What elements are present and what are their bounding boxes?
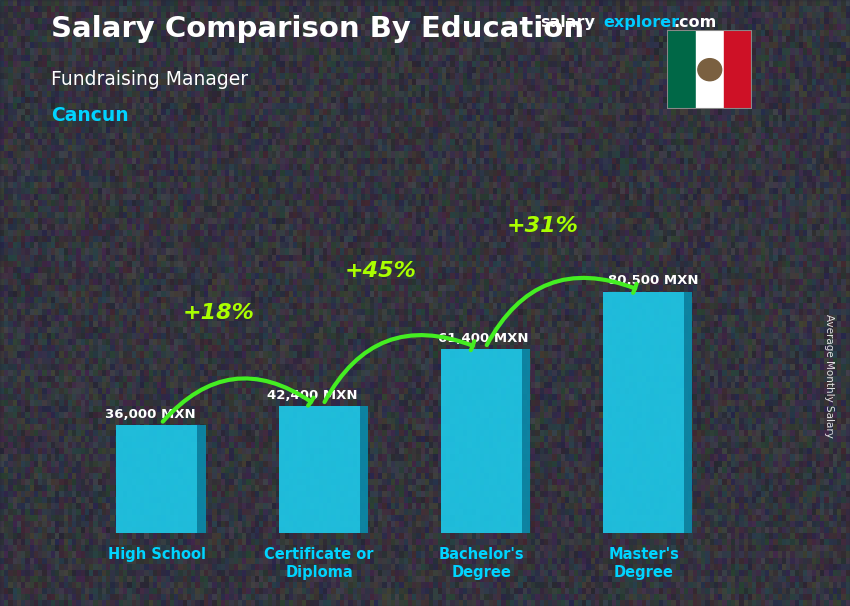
FancyBboxPatch shape: [279, 406, 360, 533]
Text: salary: salary: [540, 15, 595, 30]
Text: +31%: +31%: [507, 216, 579, 236]
Text: Cancun: Cancun: [51, 106, 128, 125]
Text: Fundraising Manager: Fundraising Manager: [51, 70, 248, 88]
Circle shape: [698, 59, 722, 81]
Bar: [724, 30, 752, 109]
Bar: [695, 30, 724, 109]
Text: +18%: +18%: [183, 303, 254, 323]
Bar: [667, 30, 695, 109]
Text: 80,500 MXN: 80,500 MXN: [608, 274, 699, 287]
Text: .com: .com: [673, 15, 717, 30]
Polygon shape: [197, 425, 206, 533]
FancyBboxPatch shape: [604, 291, 684, 533]
Polygon shape: [360, 406, 368, 533]
Text: Salary Comparison By Education: Salary Comparison By Education: [51, 15, 584, 43]
Text: 36,000 MXN: 36,000 MXN: [105, 408, 196, 421]
Text: 42,400 MXN: 42,400 MXN: [267, 388, 358, 402]
Polygon shape: [522, 349, 530, 533]
Text: Average Monthly Salary: Average Monthly Salary: [824, 314, 834, 438]
Polygon shape: [684, 291, 693, 533]
Text: +45%: +45%: [345, 261, 416, 281]
Text: explorer: explorer: [604, 15, 680, 30]
FancyBboxPatch shape: [441, 349, 522, 533]
FancyBboxPatch shape: [116, 425, 197, 533]
Text: 61,400 MXN: 61,400 MXN: [438, 331, 528, 344]
